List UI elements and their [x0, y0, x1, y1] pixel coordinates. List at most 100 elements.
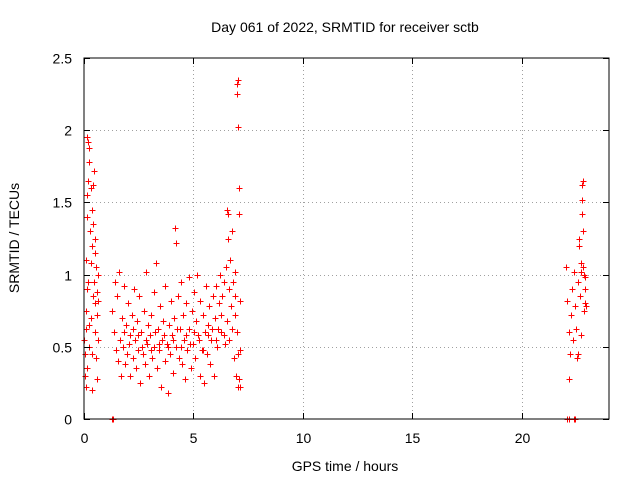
data-point — [566, 329, 573, 336]
x-tick-label: 10 — [296, 430, 312, 446]
data-point — [218, 329, 225, 336]
data-point — [90, 182, 97, 189]
y-axis-label: SRMTID / TECUs — [6, 183, 22, 293]
data-point — [226, 337, 233, 344]
data-point — [566, 376, 573, 383]
data-point — [135, 347, 142, 354]
data-point — [232, 293, 239, 300]
data-point — [84, 365, 91, 372]
y-tick-label: 2.5 — [53, 51, 73, 67]
data-point — [582, 286, 589, 293]
data-point — [231, 355, 238, 362]
data-point — [237, 347, 244, 354]
data-point — [141, 308, 148, 315]
data-point — [227, 257, 234, 264]
data-point — [134, 318, 141, 325]
data-point — [571, 269, 578, 276]
data-point — [160, 318, 167, 325]
data-point — [93, 264, 100, 271]
data-point — [212, 315, 219, 322]
data-point — [236, 185, 243, 192]
data-point — [167, 351, 174, 358]
plot-frame — [83, 57, 610, 420]
data-point — [89, 387, 96, 394]
data-point — [207, 361, 214, 368]
data-point — [86, 322, 93, 329]
data-point — [147, 332, 154, 339]
data-point — [133, 365, 140, 372]
data-point — [85, 178, 92, 185]
data-point — [186, 326, 193, 333]
data-point — [570, 337, 577, 344]
data-point — [171, 315, 178, 322]
data-point — [582, 300, 589, 307]
data-point — [211, 373, 218, 380]
data-point — [221, 332, 228, 339]
data-point — [165, 344, 172, 351]
data-point — [194, 272, 201, 279]
data-point — [225, 211, 232, 218]
data-point — [203, 283, 210, 290]
data-point — [226, 286, 233, 293]
data-point — [578, 260, 585, 267]
data-point — [112, 279, 119, 286]
data-point — [82, 373, 89, 380]
data-point — [193, 318, 200, 325]
data-point — [580, 178, 587, 185]
data-point — [234, 91, 241, 98]
data-point — [85, 139, 92, 146]
data-point — [183, 300, 190, 307]
data-point — [578, 332, 585, 339]
data-point — [132, 337, 139, 344]
data-point — [94, 312, 101, 319]
data-point — [234, 81, 241, 88]
data-point — [197, 298, 204, 305]
data-point — [179, 361, 186, 368]
data-point — [90, 293, 97, 300]
data-point — [188, 365, 195, 372]
data-point — [186, 274, 193, 281]
data-point — [159, 337, 166, 344]
data-point — [222, 341, 229, 348]
data-point — [180, 312, 187, 319]
data-point — [92, 236, 99, 243]
data-point — [90, 221, 97, 228]
data-point — [127, 332, 134, 339]
data-point — [136, 293, 143, 300]
data-point — [184, 347, 191, 354]
data-point — [135, 332, 142, 339]
data-point — [581, 308, 588, 315]
data-point — [117, 337, 124, 344]
data-point — [572, 303, 579, 310]
data-point — [229, 326, 236, 333]
data-point — [181, 337, 188, 344]
data-point — [148, 347, 155, 354]
data-point — [228, 303, 235, 310]
data-point — [174, 326, 181, 333]
data-point — [173, 240, 180, 247]
data-point — [130, 326, 137, 333]
data-point — [213, 283, 220, 290]
data-point — [86, 145, 93, 152]
data-point — [162, 283, 169, 290]
data-point — [165, 390, 172, 397]
data-point — [200, 347, 207, 354]
data-point — [93, 355, 100, 362]
data-point — [580, 264, 587, 271]
y-tick-label: 0 — [64, 412, 72, 428]
data-point — [94, 289, 101, 296]
data-point — [583, 303, 590, 310]
data-point — [118, 373, 125, 380]
data-point — [123, 322, 130, 329]
data-point — [157, 303, 164, 310]
data-point — [114, 293, 121, 300]
data-point — [579, 182, 586, 189]
data-point — [214, 344, 221, 351]
data-point — [217, 272, 224, 279]
data-point — [88, 260, 95, 267]
data-point — [576, 243, 583, 250]
x-tick-label: 15 — [405, 430, 421, 446]
data-point — [224, 207, 231, 214]
data-point — [201, 380, 208, 387]
